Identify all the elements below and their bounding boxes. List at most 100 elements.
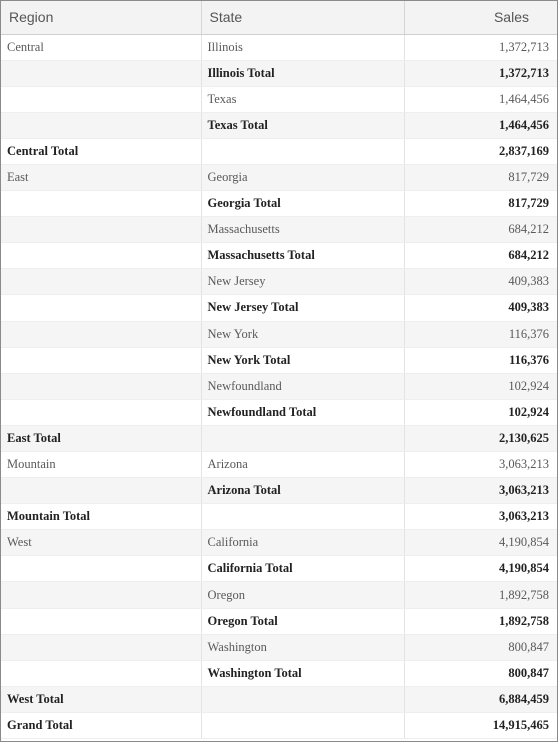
state-cell xyxy=(201,138,405,165)
table-row: Washington 800,847 xyxy=(1,634,557,661)
state-cell: Washington xyxy=(201,634,405,661)
sales-cell: 817,729 xyxy=(404,190,557,218)
table-row: Washington Total 800,847 xyxy=(1,660,557,687)
state-cell: Oregon Total xyxy=(201,608,405,635)
state-cell: Arizona Total xyxy=(201,477,405,505)
table-row: New Jersey Total 409,383 xyxy=(1,294,557,322)
region-cell xyxy=(1,634,202,661)
state-cell: Oregon xyxy=(201,581,405,609)
region-cell xyxy=(1,112,202,139)
region-cell: Mountain Total xyxy=(1,503,202,531)
sales-cell: 1,372,713 xyxy=(404,34,557,61)
sales-cell: 409,383 xyxy=(404,268,557,296)
region-cell xyxy=(1,608,202,635)
state-cell xyxy=(201,712,405,740)
table-row: Central Illinois 1,372,713 xyxy=(1,34,557,61)
region-cell xyxy=(1,321,202,348)
region-cell xyxy=(1,581,202,609)
sales-cell: 6,884,459 xyxy=(404,686,557,713)
state-cell xyxy=(201,686,405,713)
table-header: Region State Sales xyxy=(1,1,557,35)
sales-cell: 116,376 xyxy=(404,321,557,348)
sales-cell: 3,063,213 xyxy=(404,503,557,531)
table-row: Newfoundland Total 102,924 xyxy=(1,399,557,426)
table-row: Grand Total 14,915,465 xyxy=(1,712,557,740)
sales-cell: 800,847 xyxy=(404,660,557,687)
state-cell: Arizona xyxy=(201,451,405,479)
state-cell: Newfoundland xyxy=(201,373,405,400)
sales-cell: 1,892,758 xyxy=(404,608,557,635)
column-header-region[interactable]: Region xyxy=(1,1,202,35)
table-row: New York Total 116,376 xyxy=(1,347,557,374)
sales-cell: 3,063,213 xyxy=(404,451,557,479)
region-cell: Central Total xyxy=(1,138,202,165)
table-row: California Total 4,190,854 xyxy=(1,555,557,583)
table-row: West California 4,190,854 xyxy=(1,529,557,557)
region-cell: West xyxy=(1,529,202,557)
sales-cell: 3,063,213 xyxy=(404,477,557,505)
table-row: Oregon 1,892,758 xyxy=(1,581,557,609)
table-row: Mountain Total 3,063,213 xyxy=(1,503,557,531)
state-cell: California Total xyxy=(201,555,405,583)
region-cell xyxy=(1,242,202,270)
sales-cell: 2,130,625 xyxy=(404,425,557,453)
column-header-state[interactable]: State xyxy=(201,1,405,35)
state-cell: Georgia xyxy=(201,164,405,192)
sales-cell: 2,837,169 xyxy=(404,138,557,165)
state-cell: New Jersey xyxy=(201,268,405,296)
sales-cell: 684,212 xyxy=(404,216,557,244)
region-cell: West Total xyxy=(1,686,202,713)
state-cell xyxy=(201,503,405,531)
table-row: New Jersey 409,383 xyxy=(1,268,557,296)
sales-cell: 102,924 xyxy=(404,373,557,400)
state-cell: New York xyxy=(201,321,405,348)
table-row: Texas 1,464,456 xyxy=(1,86,557,113)
sales-cell: 1,464,456 xyxy=(404,112,557,139)
table-row: Massachusetts 684,212 xyxy=(1,216,557,244)
state-cell: California xyxy=(201,529,405,557)
table-row: New York 116,376 xyxy=(1,321,557,348)
table-row: Oregon Total 1,892,758 xyxy=(1,608,557,635)
sales-cell: 4,190,854 xyxy=(404,555,557,583)
sales-cell: 409,383 xyxy=(404,294,557,322)
table-body: Central Illinois 1,372,713 Illinois Total 1,… xyxy=(1,34,557,740)
sales-cell: 1,464,456 xyxy=(404,86,557,113)
region-cell: East Total xyxy=(1,425,202,453)
region-cell xyxy=(1,216,202,244)
table-row: Newfoundland 102,924 xyxy=(1,373,557,400)
state-cell: New York Total xyxy=(201,347,405,374)
table-row: East Georgia 817,729 xyxy=(1,164,557,192)
table-row: Central Total 2,837,169 xyxy=(1,138,557,165)
region-cell xyxy=(1,60,202,87)
region-cell xyxy=(1,660,202,687)
sales-cell: 800,847 xyxy=(404,634,557,661)
region-cell: East xyxy=(1,164,202,192)
region-cell xyxy=(1,268,202,296)
state-cell: Illinois Total xyxy=(201,60,405,87)
table-row: Georgia Total 817,729 xyxy=(1,190,557,218)
state-cell: Massachusetts Total xyxy=(201,242,405,270)
region-cell xyxy=(1,373,202,400)
state-cell: Newfoundland Total xyxy=(201,399,405,426)
region-cell xyxy=(1,190,202,218)
sales-cell: 102,924 xyxy=(404,399,557,426)
region-cell xyxy=(1,294,202,322)
sales-cell: 817,729 xyxy=(404,164,557,192)
state-cell: Texas xyxy=(201,86,405,113)
region-cell: Mountain xyxy=(1,451,202,479)
header-row: Region State Sales xyxy=(1,1,557,35)
region-cell: Grand Total xyxy=(1,712,202,740)
column-header-sales[interactable]: Sales xyxy=(404,1,557,35)
region-cell xyxy=(1,399,202,426)
table-row: West Total 6,884,459 xyxy=(1,686,557,713)
sales-cell: 116,376 xyxy=(404,347,557,374)
table-row: East Total 2,130,625 xyxy=(1,425,557,453)
table-row: Illinois Total 1,372,713 xyxy=(1,60,557,87)
state-cell: New Jersey Total xyxy=(201,294,405,322)
state-cell: Illinois xyxy=(201,34,405,61)
region-cell xyxy=(1,555,202,583)
state-cell: Georgia Total xyxy=(201,190,405,218)
sales-cell: 14,915,465 xyxy=(404,712,557,740)
region-cell xyxy=(1,86,202,113)
sales-cell: 1,892,758 xyxy=(404,581,557,609)
